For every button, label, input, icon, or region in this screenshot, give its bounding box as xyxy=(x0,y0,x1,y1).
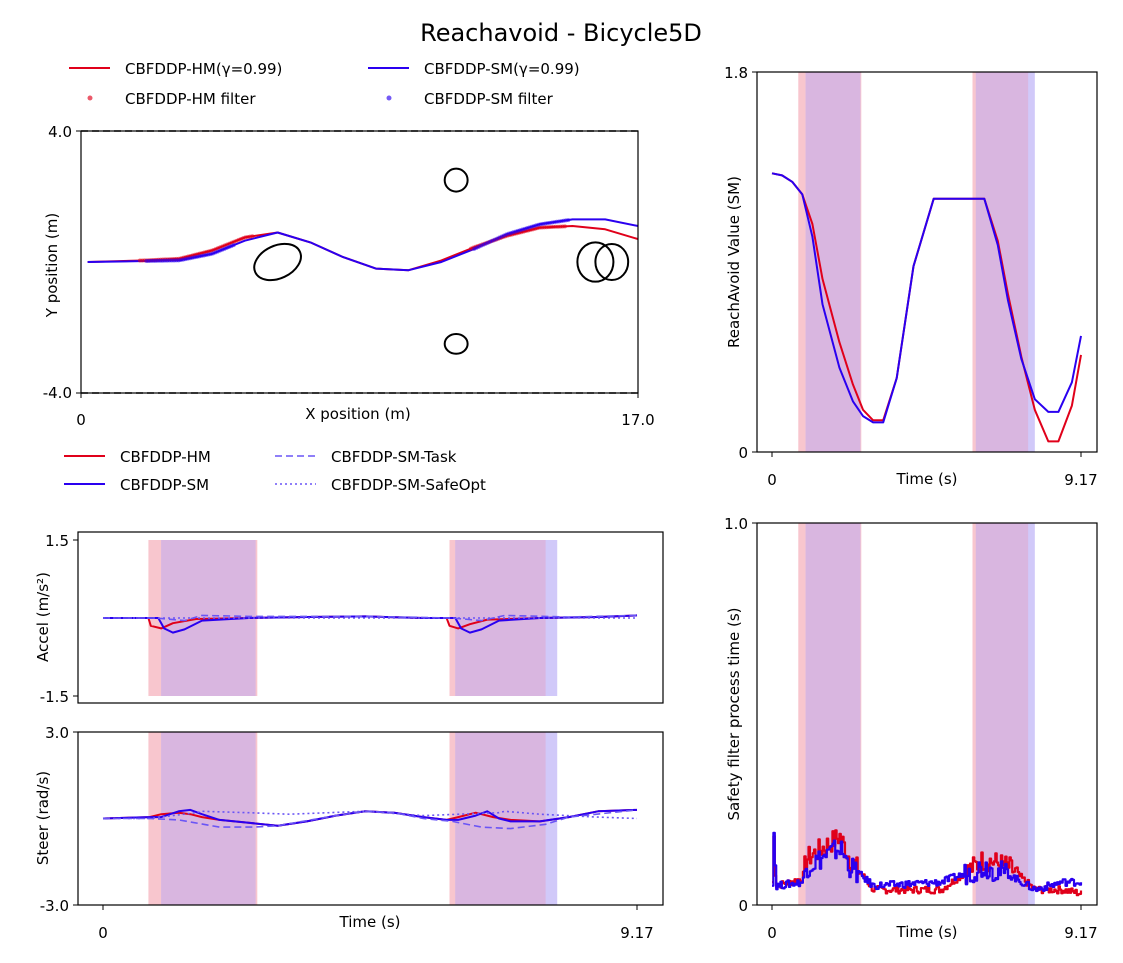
trajectory-xtick-label-right: 17.0 xyxy=(621,411,654,429)
reachavoid-overlap-band-0 xyxy=(805,72,861,452)
reachavoid-xtick-label-left: 0 xyxy=(767,471,777,489)
accel-ytick-label-top: 1.5 xyxy=(45,532,69,550)
trajectory-ytick-label-top: 4.0 xyxy=(48,123,72,141)
accel-content xyxy=(103,540,638,696)
legend-sm-filter-label: CBFDDP-SM filter xyxy=(424,90,554,108)
filter-point-cbfddp-sm-filter xyxy=(566,218,571,223)
process-time-content xyxy=(772,523,1083,905)
steer-xtick-label-right: 9.17 xyxy=(620,924,653,942)
reachavoid-ytick-label-bottom: 0 xyxy=(738,444,748,462)
reachavoid-content xyxy=(771,72,1082,452)
trajectory-content xyxy=(81,130,639,394)
legend2-sm-label: CBFDDP-SM xyxy=(120,476,209,494)
accel-plot: 1.5 -1.5 Accel (m/s²) xyxy=(34,531,664,706)
obstacle-4 xyxy=(594,242,630,282)
figure-title: Reachavoid - Bicycle5D xyxy=(420,19,702,47)
obstacle-3 xyxy=(576,241,615,283)
steer-plot: 3.0 -3.0 0 9.17 Time (s) Steer (rad/s) xyxy=(34,724,664,942)
steer-xtick-label-left: 0 xyxy=(98,924,108,942)
process-time-series-cbfddp-sm xyxy=(772,831,1083,893)
process-time-xtick-label-right: 9.17 xyxy=(1064,924,1097,942)
obstacle-0 xyxy=(253,242,302,282)
steer-content xyxy=(102,732,638,905)
accel-series-cbfddp-sm-task xyxy=(103,614,638,622)
steer-series-cbfddp-sm-task xyxy=(103,809,638,830)
process-time-frame xyxy=(756,522,1098,906)
legend-sm-label: CBFDDP-SM(γ=0.99) xyxy=(424,60,580,78)
steer-ylabel: Steer (rad/s) xyxy=(34,771,52,865)
trajectory-legend: CBFDDP-HM(γ=0.99) CBFDDP-HM filter CBFDD… xyxy=(69,60,580,108)
process-time-ytick-label-top: 1.0 xyxy=(724,515,748,533)
trajectory-ytick-label-bottom: -4.0 xyxy=(43,384,72,402)
trajectory-ylabel: Y position (m) xyxy=(43,213,61,318)
accel-ylabel: Accel (m/s²) xyxy=(34,572,52,662)
process-time-series-cbfddp-hm xyxy=(772,829,1083,897)
steer-frame xyxy=(77,731,664,906)
accel-ytick-label-bottom: -1.5 xyxy=(40,688,69,706)
process-time-ylabel: Safety filter process time (s) xyxy=(725,608,743,821)
obstacle-2 xyxy=(443,333,469,355)
accel-frame xyxy=(77,531,664,704)
trajectory-frame xyxy=(80,130,639,394)
legend-sm-filter-marker xyxy=(386,95,392,101)
reachavoid-ytick-label-top: 1.8 xyxy=(724,64,748,82)
reachavoid-xtick-label-right: 9.17 xyxy=(1064,471,1097,489)
trajectory-plot: 4.0 -4.0 0 17.0 X position (m) Y positio… xyxy=(43,123,655,429)
trajectory-xtick-label-left: 0 xyxy=(76,411,86,429)
controls-legend: CBFDDP-HM CBFDDP-SM CBFDDP-SM-Task CBFDD… xyxy=(64,448,486,494)
legend-hm-filter-label: CBFDDP-HM filter xyxy=(125,90,256,108)
steer-xlabel: Time (s) xyxy=(339,913,401,931)
reachavoid-xlabel: Time (s) xyxy=(896,470,958,488)
reachavoid-ylabel: ReachAvoid Value (SM) xyxy=(725,176,743,348)
legend2-task-label: CBFDDP-SM-Task xyxy=(331,448,457,466)
steer-ytick-label-bottom: -3.0 xyxy=(40,897,69,915)
steer-ytick-label-top: 3.0 xyxy=(45,724,69,742)
process-time-xtick-label-left: 0 xyxy=(767,924,777,942)
reachavoid-plot: 1.8 0 0 9.17 Time (s) ReachAvoid Value (… xyxy=(724,64,1098,489)
filter-point-cbfddp-hm-filter xyxy=(250,234,255,239)
trajectory-xlabel: X position (m) xyxy=(305,405,411,423)
process-time-overlap-band-1 xyxy=(975,523,1029,905)
obstacle-1 xyxy=(443,167,469,193)
process-time-xlabel: Time (s) xyxy=(896,923,958,941)
filter-point-cbfddp-sm-filter xyxy=(231,243,236,248)
reachavoid-series-cbfddp-sm xyxy=(771,172,1082,424)
filter-point-cbfddp-hm-filter xyxy=(562,224,567,229)
process-time-ytick-label-bottom: 0 xyxy=(738,897,748,915)
legend2-hm-label: CBFDDP-HM xyxy=(120,448,211,466)
reachavoid-frame xyxy=(756,71,1098,453)
legend-hm-label: CBFDDP-HM(γ=0.99) xyxy=(125,60,282,78)
legend2-safeopt-label: CBFDDP-SM-SafeOpt xyxy=(331,476,486,494)
process-time-plot: 1.0 0 0 9.17 Time (s) Safety filter proc… xyxy=(724,515,1098,942)
legend-hm-filter-marker xyxy=(87,95,93,101)
